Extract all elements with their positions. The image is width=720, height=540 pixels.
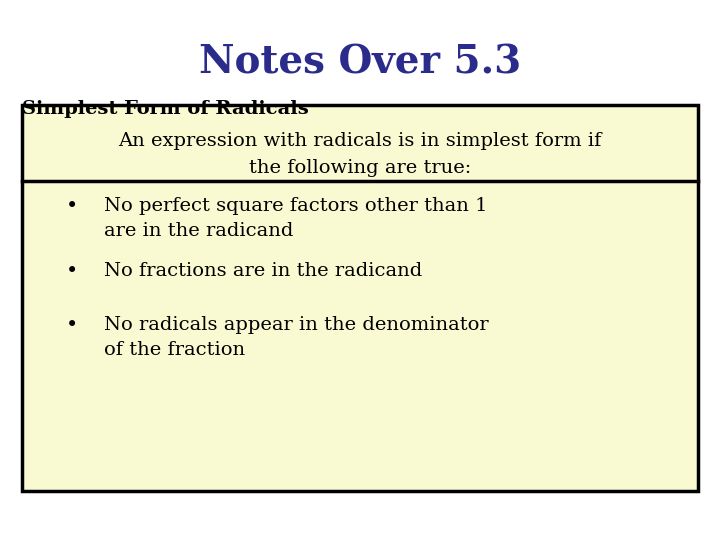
Text: are in the radicand: are in the radicand [104, 222, 294, 240]
Text: No perfect square factors other than 1: No perfect square factors other than 1 [104, 197, 488, 215]
Text: Notes Over 5.3: Notes Over 5.3 [199, 43, 521, 81]
Text: No fractions are in the radicand: No fractions are in the radicand [104, 262, 423, 280]
Text: •: • [66, 316, 78, 335]
Text: of the fraction: of the fraction [104, 341, 246, 359]
Text: An expression with radicals is in simplest form if: An expression with radicals is in simple… [118, 132, 602, 150]
Text: No radicals appear in the denominator: No radicals appear in the denominator [104, 316, 489, 334]
FancyBboxPatch shape [22, 105, 698, 491]
Text: the following are true:: the following are true: [249, 159, 471, 177]
Text: •: • [66, 262, 78, 281]
Text: •: • [66, 197, 78, 216]
Text: Simplest Form of Radicals: Simplest Form of Radicals [22, 100, 308, 118]
